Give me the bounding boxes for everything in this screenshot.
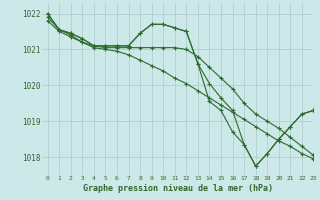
X-axis label: Graphe pression niveau de la mer (hPa): Graphe pression niveau de la mer (hPa) bbox=[83, 184, 273, 193]
